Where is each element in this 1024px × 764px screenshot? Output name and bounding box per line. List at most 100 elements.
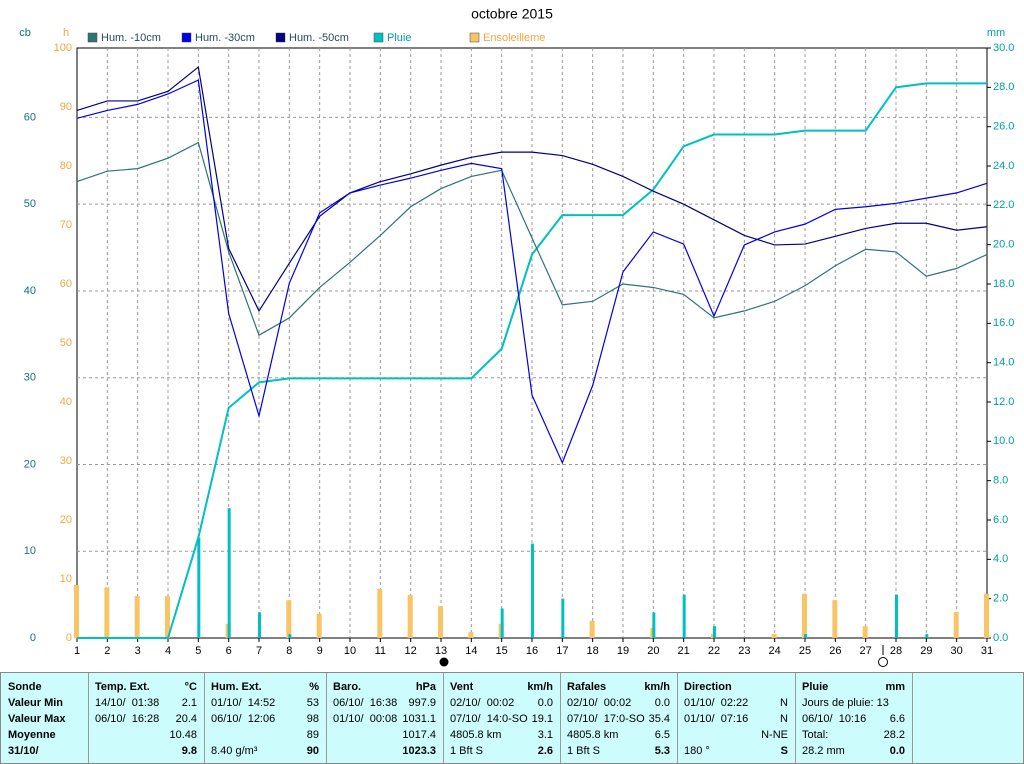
cell-right: 53 — [306, 697, 319, 709]
sunshine-bar — [802, 593, 807, 638]
column-header: Pluie — [802, 681, 829, 693]
rain-bar — [895, 594, 898, 638]
row-label: 31/10/ — [8, 745, 39, 757]
x-tick-label: 12 — [405, 645, 417, 657]
y-tick-label: 40 — [24, 285, 36, 297]
cell-left: 02/10/ 00:02 — [567, 697, 632, 709]
y2-tick-label: 18.0 — [993, 278, 1014, 290]
x-tick-label: 23 — [738, 645, 750, 657]
y-tick-label: 20 — [24, 458, 36, 470]
rain-bar — [288, 634, 292, 638]
legend-swatch — [469, 32, 480, 43]
cell-left: 06/10/ 10:16 — [802, 713, 867, 725]
rain-bar — [227, 508, 231, 638]
rain-bar — [197, 537, 201, 638]
cell-right: 89 — [306, 729, 319, 741]
row-label: Valeur Min — [8, 697, 64, 709]
x-tick-label: 1 — [74, 645, 80, 657]
cell-right: 0.0 — [889, 745, 905, 757]
y3-tick-label: 10 — [60, 573, 72, 585]
y2-tick-label: 2.0 — [993, 593, 1008, 605]
x-tick-label: 24 — [769, 645, 781, 657]
y-tick-label: 30 — [24, 372, 36, 384]
y2-tick-label: 16.0 — [993, 317, 1014, 329]
legend-swatch — [275, 32, 286, 43]
cell-right: S — [780, 745, 788, 757]
column-header: Vent — [450, 681, 474, 693]
x-tick-label: 21 — [678, 645, 690, 657]
chart: octobre 2015 cb h mm 1 2 3 4 5 6 7 8 9 10 11 12 13 14… — [0, 0, 1024, 672]
cell-right: 28.2 — [883, 729, 905, 741]
y2-tick-label: 0.0 — [993, 632, 1008, 644]
x-tick-label: 22 — [708, 645, 720, 657]
y-axis-unit: cb — [19, 27, 31, 39]
new-moon-icon — [439, 657, 449, 667]
y2-tick-label: 4.0 — [993, 553, 1008, 565]
cell-right: 2.1 — [181, 697, 197, 709]
x-tick-label: 8 — [286, 645, 292, 657]
cell-right: 35.4 — [648, 713, 670, 725]
y2-tick-label: 20.0 — [993, 239, 1014, 251]
x-tick-label: 3 — [135, 645, 141, 657]
x-tick-label: 7 — [256, 645, 262, 657]
sunshine-bar — [953, 612, 959, 638]
x-tick-label: 13 — [435, 645, 447, 657]
column-unit: °C — [184, 681, 197, 693]
column-separator — [204, 673, 205, 763]
cell-right: 1023.3 — [402, 745, 436, 757]
rain-bar — [500, 608, 504, 638]
cell-left: 07/10/ 14:0-SO — [450, 713, 528, 725]
rain-bar — [561, 598, 565, 638]
cell-left: 06/10/ 16:38 — [333, 697, 398, 709]
x-tick-label: 18 — [587, 645, 599, 657]
cell-left: 06/10/ 16:28 — [95, 713, 160, 725]
column-unit: mm — [885, 681, 905, 693]
cell-right: N — [780, 697, 788, 709]
cell-left: Jours de pluie: 13 — [802, 697, 889, 709]
y3-tick-label: 90 — [60, 101, 72, 113]
cell-left: 01/10/ 07:16 — [684, 713, 749, 725]
x-tick-label: 20 — [647, 645, 659, 657]
cell-left: Total: — [802, 729, 829, 741]
legend-swatch — [87, 32, 98, 43]
cell-right: 3.1 — [537, 729, 553, 741]
cell-left: 28.2 mm — [802, 745, 845, 757]
y-tick-label: 60 — [24, 111, 36, 123]
cell-right: 2.6 — [537, 745, 553, 757]
x-tick-label: 28 — [890, 645, 902, 657]
y2-tick-label: 8.0 — [993, 475, 1008, 487]
x-tick-label: 4 — [165, 645, 171, 657]
series-line — [76, 141, 988, 337]
x-tick-label: 2 — [104, 645, 110, 657]
legend-swatch — [373, 32, 384, 43]
x-tick-label: 6 — [226, 645, 232, 657]
column-header: Hum. Ext. — [211, 681, 262, 693]
sunshine-bar — [377, 589, 383, 638]
column-separator — [443, 673, 444, 763]
cell-left: 1 Bft S — [450, 745, 484, 757]
cell-left: 8.40 g/m³ — [211, 745, 258, 757]
column-separator — [912, 673, 913, 763]
column-separator — [795, 673, 796, 763]
rain-bar — [925, 634, 929, 638]
cell-left: 02/10/ 00:02 — [450, 697, 515, 709]
column-header: Baro. — [333, 681, 362, 693]
rain-bar — [713, 626, 716, 638]
y2-axis-unit: mm — [987, 27, 1005, 39]
y3-tick-label: 40 — [60, 396, 72, 408]
background — [0, 0, 1024, 672]
y2-tick-label: 28.0 — [993, 81, 1014, 93]
cell-left: 01/10/ 02:22 — [684, 697, 749, 709]
column-separator — [560, 673, 561, 763]
column-separator — [88, 673, 89, 763]
cell-left: 4805.8 km — [450, 729, 502, 741]
cell-left: 1 Bft S — [567, 745, 601, 757]
series-line — [77, 82, 987, 639]
sunshine-bar — [984, 593, 989, 638]
column-separator — [677, 673, 678, 763]
sunshine-bar — [438, 606, 443, 638]
x-tick-label: 16 — [526, 645, 538, 657]
cell-left: 14/10/ 01:38 — [95, 697, 160, 709]
cell-right: 1017.4 — [402, 729, 436, 741]
cell-left: 07/10/ 17:0-SO — [567, 713, 645, 725]
